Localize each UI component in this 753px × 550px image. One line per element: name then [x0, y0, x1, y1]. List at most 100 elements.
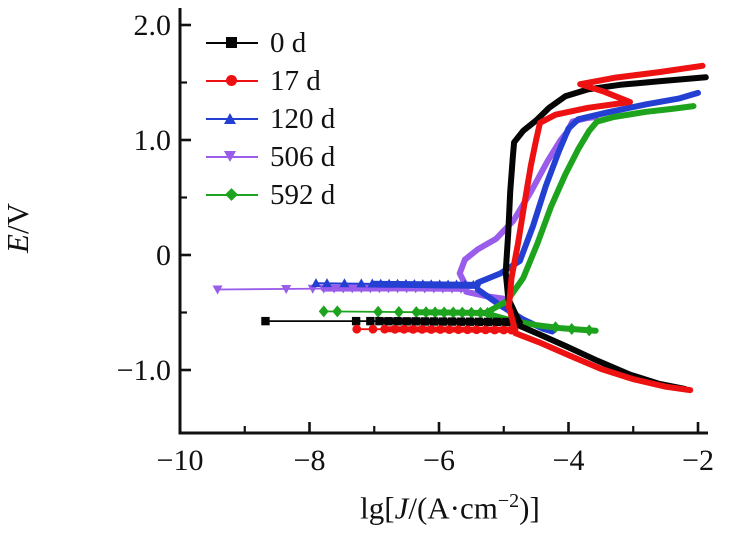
square-marker	[375, 316, 384, 326]
x-axis-title-suffix: )]	[519, 490, 540, 526]
triangle-up-marker	[392, 278, 403, 288]
circle-marker	[435, 325, 445, 334]
y-tick-label: 2.0	[134, 9, 172, 42]
square-marker	[393, 317, 402, 326]
series-cathodic-17d	[512, 330, 694, 394]
legend-label: 120 d	[270, 102, 336, 135]
square-marker	[402, 317, 411, 326]
square-marker	[456, 317, 466, 326]
diamond-marker	[318, 305, 329, 318]
x-tick-label: −8	[294, 444, 326, 477]
circle-marker	[368, 324, 378, 334]
square-marker	[420, 317, 429, 326]
triangle-up-marker	[310, 278, 321, 288]
y-axis-title-unit: /V	[0, 203, 35, 235]
diamond-marker	[550, 321, 561, 334]
triangle-up-marker	[434, 279, 445, 289]
triangle-up-marker	[426, 279, 437, 289]
diamond-marker	[457, 306, 468, 319]
diamond-marker	[421, 306, 432, 319]
triangle-up-marker	[400, 278, 411, 288]
triangle-up-marker	[459, 279, 470, 289]
y-axis-title-variable: E	[0, 234, 35, 253]
square-marker	[484, 317, 493, 327]
diamond-marker	[332, 305, 343, 318]
legend-label: 17 d	[270, 64, 321, 97]
x-tick-label: −4	[553, 444, 585, 477]
diamond-marker	[466, 306, 477, 319]
diamond-marker	[430, 306, 441, 319]
triangle-up-marker	[451, 279, 462, 289]
circle-marker	[408, 325, 418, 334]
diamond-marker	[482, 306, 493, 319]
circle-marker	[399, 324, 409, 334]
y-tick-label: −1.0	[117, 354, 171, 387]
square-marker	[366, 316, 375, 326]
diamond-marker	[439, 306, 450, 319]
square-marker	[465, 317, 475, 326]
circle-marker	[444, 325, 454, 335]
square-marker	[474, 317, 484, 327]
circle-marker	[454, 325, 463, 335]
triangle-up-marker	[367, 278, 378, 288]
series-anodic-17d	[505, 62, 706, 330]
x-tick-label: −2	[682, 444, 714, 477]
x-tick-label: −10	[157, 444, 204, 477]
x-tick-label: −6	[423, 444, 455, 477]
circle-marker	[380, 324, 390, 334]
legend-sample-17d	[206, 74, 258, 88]
series-cathodic-120d	[474, 286, 556, 335]
triangle-down-marker	[281, 285, 292, 295]
x-axis-title-mid: /(A·cm	[408, 490, 498, 526]
x-axis-title-exponent: −2	[497, 490, 520, 512]
circle-marker	[507, 325, 516, 335]
triangle-up-marker-icon	[224, 113, 236, 124]
legend-item-17d: 17 d	[206, 62, 335, 100]
x-axis-title-variable: J	[394, 490, 409, 526]
square-marker	[493, 317, 502, 327]
triangle-up-marker	[384, 278, 395, 288]
triangle-down-marker	[347, 284, 358, 294]
y-tick-label: 0	[156, 239, 171, 272]
square-marker	[447, 317, 457, 326]
triangle-up-marker	[375, 278, 386, 288]
circle-marker	[426, 325, 436, 334]
triangle-up-marker	[468, 279, 479, 289]
diamond-marker	[566, 322, 577, 335]
square-marker-icon	[226, 37, 237, 48]
x-axis-title-prefix: lg[	[360, 490, 395, 526]
legend: 0 d 17 d 120 d 506 d	[206, 24, 335, 214]
circle-marker	[417, 325, 427, 334]
diamond-marker	[475, 306, 486, 319]
triangle-up-marker	[417, 279, 428, 289]
legend-sample-592d	[206, 188, 258, 202]
diamond-marker	[373, 305, 384, 318]
series-connector-506d	[216, 287, 325, 291]
diamond-marker	[393, 306, 404, 319]
circle-marker	[352, 324, 362, 334]
x-axis-title: lg[J/(A·cm−2)]	[300, 490, 600, 526]
circle-marker	[499, 325, 509, 335]
triangle-up-marker	[409, 278, 420, 288]
circle-marker	[481, 325, 491, 335]
circle-marker-icon	[226, 75, 237, 86]
triangle-up-marker	[356, 278, 367, 288]
series-anodic-0d	[502, 74, 709, 323]
square-marker	[429, 317, 439, 326]
diamond-marker	[448, 306, 459, 319]
diamond-marker	[411, 306, 422, 319]
triangle-up-marker	[443, 279, 454, 289]
square-marker	[384, 317, 393, 326]
square-marker	[261, 316, 270, 326]
triangle-up-marker	[321, 278, 332, 288]
diamond-marker-icon	[225, 188, 238, 201]
legend-sample-0d	[206, 36, 258, 50]
series-anodic-592d	[487, 103, 697, 314]
y-axis-title: E/V	[0, 148, 36, 308]
square-marker	[411, 317, 420, 326]
circle-marker	[472, 325, 481, 335]
diamond-marker	[584, 324, 595, 337]
circle-marker	[390, 324, 400, 334]
